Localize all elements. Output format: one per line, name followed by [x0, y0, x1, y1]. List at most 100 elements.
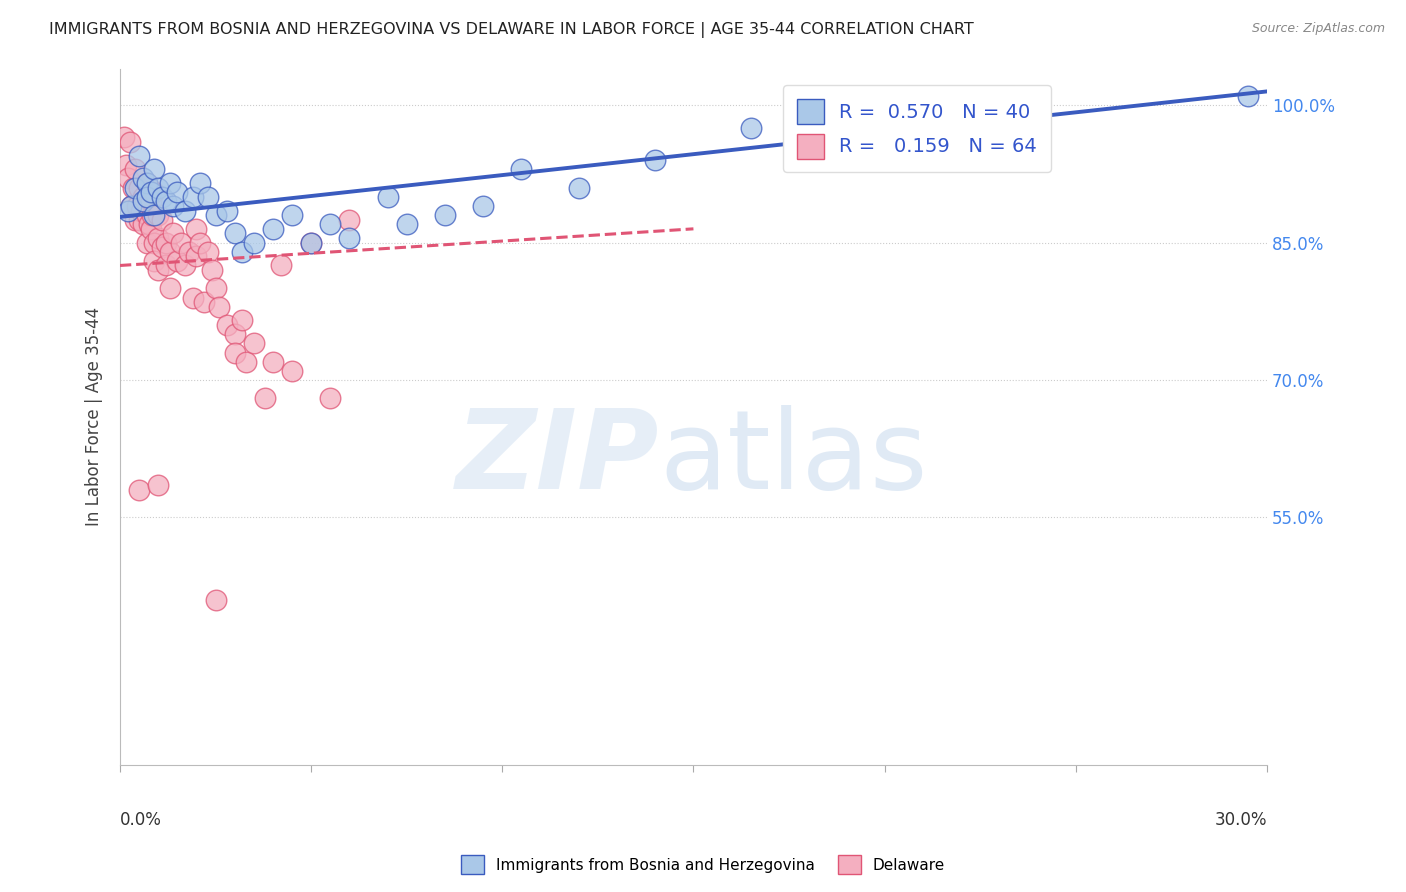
Point — [112, 130, 135, 145]
Point — [135, 235, 157, 250]
Point — [127, 199, 149, 213]
Point — [128, 148, 150, 162]
Text: ZIP: ZIP — [456, 405, 659, 512]
Point — [135, 176, 157, 190]
Point — [188, 176, 211, 190]
Point — [1236, 89, 1258, 103]
Point — [120, 199, 142, 213]
Point — [132, 171, 155, 186]
Point — [204, 208, 226, 222]
Point — [114, 158, 136, 172]
Point — [337, 212, 360, 227]
Point — [128, 212, 150, 227]
Point — [299, 235, 322, 250]
Point — [132, 217, 155, 231]
Point — [143, 208, 166, 222]
Point — [143, 253, 166, 268]
Point — [117, 171, 139, 186]
Point — [134, 194, 156, 209]
Point — [740, 121, 762, 136]
Point — [139, 185, 162, 199]
Point — [193, 295, 215, 310]
Point — [215, 318, 238, 332]
Point — [201, 263, 224, 277]
Point — [150, 190, 173, 204]
Point — [159, 176, 181, 190]
Point — [231, 313, 253, 327]
Point — [299, 235, 322, 250]
Point — [155, 235, 177, 250]
Point — [143, 235, 166, 250]
Point — [120, 199, 142, 213]
Point — [141, 208, 163, 222]
Point — [224, 327, 246, 342]
Point — [319, 217, 342, 231]
Point — [166, 185, 188, 199]
Point — [148, 180, 170, 194]
Y-axis label: In Labor Force | Age 35-44: In Labor Force | Age 35-44 — [86, 307, 103, 526]
Point — [150, 240, 173, 254]
Point — [150, 212, 173, 227]
Point — [242, 336, 264, 351]
Point — [159, 244, 181, 259]
Point — [568, 180, 591, 194]
Point — [262, 354, 284, 368]
Point — [224, 345, 246, 359]
Point — [204, 281, 226, 295]
Point — [644, 153, 666, 168]
Point — [132, 194, 155, 209]
Point — [117, 203, 139, 218]
Point — [395, 217, 418, 231]
Point — [231, 244, 253, 259]
Point — [118, 135, 141, 149]
Point — [281, 208, 304, 222]
Point — [270, 259, 292, 273]
Point — [215, 203, 238, 218]
Point — [281, 364, 304, 378]
Point — [174, 203, 197, 218]
Point — [170, 235, 193, 250]
Point — [122, 180, 145, 194]
Point — [143, 162, 166, 177]
Text: 30.0%: 30.0% — [1215, 811, 1267, 829]
Point — [135, 208, 157, 222]
Point — [254, 392, 277, 406]
Point — [162, 227, 184, 241]
Point — [186, 222, 208, 236]
Point — [129, 203, 152, 218]
Point — [135, 190, 157, 204]
Point — [148, 263, 170, 277]
Point — [188, 235, 211, 250]
Point — [262, 222, 284, 236]
Point — [155, 194, 177, 209]
Point — [162, 199, 184, 213]
Point — [159, 281, 181, 295]
Text: atlas: atlas — [659, 405, 928, 512]
Point — [139, 194, 162, 209]
Point — [148, 208, 170, 222]
Point — [139, 222, 162, 236]
Point — [132, 190, 155, 204]
Point — [204, 592, 226, 607]
Point — [138, 217, 160, 231]
Text: Source: ZipAtlas.com: Source: ZipAtlas.com — [1251, 22, 1385, 36]
Point — [433, 208, 456, 222]
Point — [135, 176, 157, 190]
Text: IMMIGRANTS FROM BOSNIA AND HERZEGOVINA VS DELAWARE IN LABOR FORCE | AGE 35-44 CO: IMMIGRANTS FROM BOSNIA AND HERZEGOVINA V… — [49, 22, 974, 38]
Point — [148, 231, 170, 245]
Legend: Immigrants from Bosnia and Herzegovina, Delaware: Immigrants from Bosnia and Herzegovina, … — [454, 849, 952, 880]
Point — [148, 478, 170, 492]
Point — [174, 259, 197, 273]
Point — [124, 180, 146, 194]
Legend: R =  0.570   N = 40, R =   0.159   N = 64: R = 0.570 N = 40, R = 0.159 N = 64 — [783, 86, 1050, 172]
Point — [186, 249, 208, 263]
Point — [242, 235, 264, 250]
Point — [128, 180, 150, 194]
Point — [155, 259, 177, 273]
Point — [224, 227, 246, 241]
Point — [181, 190, 204, 204]
Point — [143, 185, 166, 199]
Point — [337, 231, 360, 245]
Point — [128, 483, 150, 497]
Point — [197, 190, 219, 204]
